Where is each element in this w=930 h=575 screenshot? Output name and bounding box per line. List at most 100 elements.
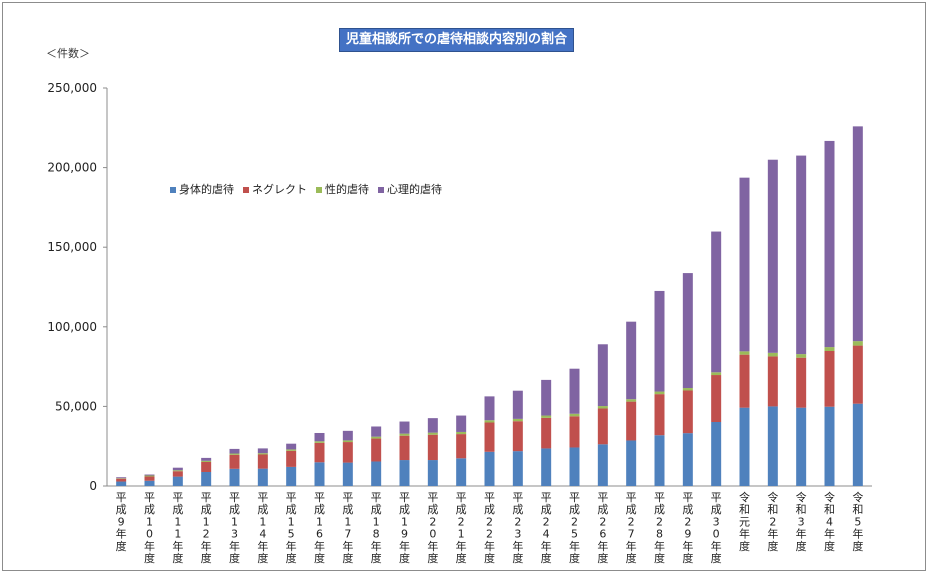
bar-segment: [116, 481, 127, 486]
x-tick-label: 成: [144, 503, 155, 516]
bar-segment: [342, 430, 353, 441]
x-tick-label: 1: [344, 515, 351, 528]
x-tick-label: 平: [286, 491, 297, 504]
x-tick-label: 2: [486, 515, 493, 528]
bar-segment: [371, 436, 382, 439]
bar-segment: [371, 461, 382, 486]
bar-segment: [654, 435, 665, 486]
bar-segment: [314, 462, 325, 486]
bar-segment: [512, 451, 523, 486]
bar-segment: [569, 416, 580, 448]
x-tick-label: 平: [116, 491, 127, 504]
x-tick-label: 度: [286, 551, 297, 565]
x-tick-label: 6: [599, 528, 606, 541]
x-tick-label: 度: [144, 551, 155, 565]
x-tick-label: 和: [767, 503, 778, 516]
bar-segment: [767, 352, 778, 357]
legend-label: 心理的虐待: [387, 182, 442, 196]
bar-segment: [852, 341, 863, 346]
x-tick-label: 度: [342, 551, 353, 565]
x-tick-label: 度: [739, 539, 750, 553]
x-tick-label: 平: [541, 491, 552, 504]
x-tick-label: 3: [514, 528, 521, 541]
x-tick-label: 度: [711, 551, 722, 565]
bar-segment: [399, 433, 410, 436]
x-tick-label: 平: [371, 491, 382, 504]
x-tick-label: 6: [316, 528, 323, 541]
x-tick-label: 成: [654, 503, 665, 516]
x-tick-label: 4: [826, 515, 833, 528]
bar-segment: [767, 159, 778, 353]
x-tick-label: 5: [288, 528, 295, 541]
x-tick-label: 令: [739, 490, 750, 504]
x-tick-label: 5: [854, 515, 861, 528]
x-tick-label: 1: [146, 515, 153, 528]
bar-segment: [286, 443, 297, 450]
x-tick-label: 成: [569, 503, 580, 516]
x-tick-label: 度: [484, 551, 495, 565]
x-tick-label: 度: [682, 551, 693, 565]
x-tick-label: 2: [571, 515, 578, 528]
x-tick-label: 平: [456, 491, 467, 504]
x-tick-label: 令: [852, 490, 863, 504]
x-tick-label: 年: [767, 527, 778, 541]
y-unit-label: ＜件数＞: [46, 47, 90, 60]
x-tick-label: 年: [286, 539, 297, 553]
bar-segment: [257, 454, 268, 469]
y-tick-label: 250,000: [47, 81, 97, 95]
x-tick-label: 度: [541, 551, 552, 565]
bar-segment: [512, 390, 523, 419]
x-tick-label: 1: [203, 515, 210, 528]
x-tick-label: 7: [628, 528, 635, 541]
x-tick-label: 成: [371, 503, 382, 516]
bar-segment: [597, 406, 608, 409]
x-tick-label: 9: [401, 528, 408, 541]
bar-segment: [229, 453, 240, 455]
x-tick-label: 年: [456, 539, 467, 553]
bar-segment: [682, 390, 693, 434]
bar-segment: [597, 344, 608, 407]
x-tick-label: 成: [682, 503, 693, 516]
bar-segment: [172, 476, 183, 486]
bar-segment: [144, 474, 155, 476]
x-tick-label: 2: [769, 515, 776, 528]
x-tick-label: 成: [399, 503, 410, 516]
bar-segment: [484, 420, 495, 423]
bar-segment: [796, 354, 807, 358]
x-tick-label: 1: [458, 528, 465, 541]
x-tick-label: 成: [286, 503, 297, 516]
bar-segment: [654, 290, 665, 392]
y-tick-label: 0: [89, 479, 97, 493]
x-tick-label: 平: [144, 491, 155, 504]
bar-segment: [342, 462, 353, 486]
bar-segment: [852, 403, 863, 486]
x-tick-label: 8: [656, 528, 663, 541]
x-tick-label: 年: [342, 539, 353, 553]
x-tick-label: 元: [739, 515, 750, 528]
x-tick-label: 平: [597, 491, 608, 504]
bar-segment: [682, 433, 693, 486]
legend-swatch: [316, 187, 322, 193]
x-tick-label: 度: [371, 551, 382, 565]
bar-segment: [739, 351, 750, 355]
bar-segment: [172, 467, 183, 471]
bar-segment: [512, 421, 523, 452]
bar-segment: [597, 444, 608, 486]
x-tick-label: 年: [852, 527, 863, 541]
x-tick-label: 年: [654, 539, 665, 553]
x-tick-label: 成: [342, 503, 353, 516]
bar-segment: [201, 460, 212, 462]
x-tick-label: 年: [116, 527, 127, 541]
x-tick-label: 成: [484, 503, 495, 516]
bar-segment: [739, 354, 750, 408]
x-tick-label: 成: [229, 503, 240, 516]
x-tick-label: 平: [512, 491, 523, 504]
bar-segment: [456, 415, 467, 432]
x-tick-label: 年: [541, 539, 552, 553]
bar-segment: [654, 394, 665, 436]
bar-segment: [484, 422, 495, 452]
x-tick-label: 成: [626, 503, 637, 516]
bar-segment: [739, 407, 750, 486]
bar-segment: [541, 379, 552, 416]
x-tick-label: 年: [626, 539, 637, 553]
